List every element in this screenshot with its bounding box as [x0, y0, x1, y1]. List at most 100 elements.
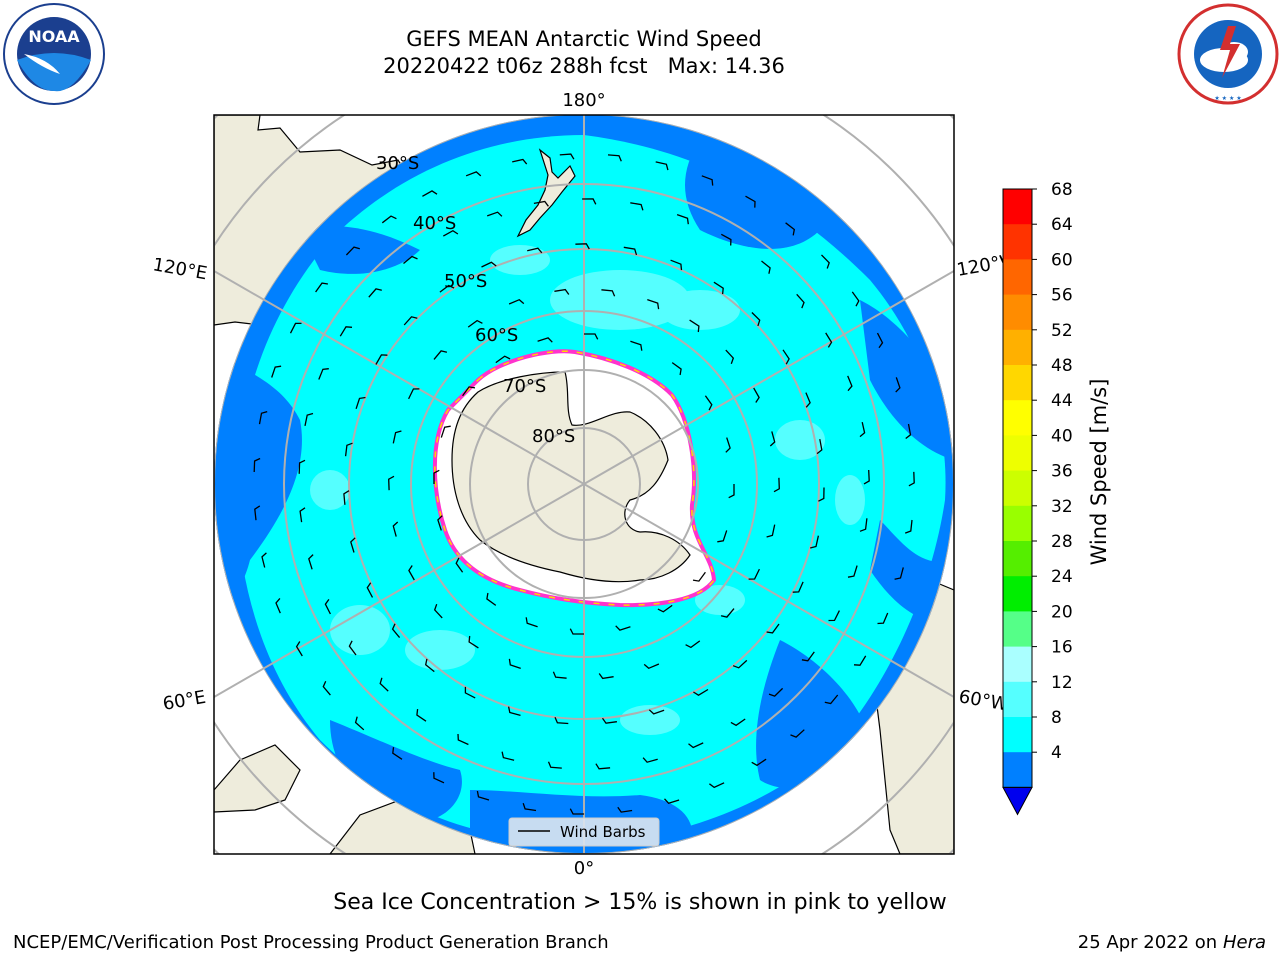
colorbar: 68 64 60 56 52 48 44 40 36 32 28 24 20 16 12 8 4 [1002, 180, 1073, 816]
wind-barb [847, 565, 858, 578]
wind-barb [732, 659, 748, 669]
wind-barb [339, 326, 353, 337]
wind-barb [322, 680, 331, 696]
wind-barb [433, 350, 448, 360]
colorbar-segment [1003, 505, 1032, 542]
wind-barb [375, 354, 388, 365]
wind-barb [350, 537, 356, 553]
wind-barb [261, 552, 267, 568]
colorbar-tick-label: 16 [1051, 638, 1073, 658]
wind-barb [258, 410, 268, 425]
wind-barb [704, 395, 713, 411]
wind-barb [324, 599, 331, 615]
wind-barb [537, 337, 553, 343]
wind-barb [801, 651, 815, 662]
sea-ice-caption: Sea Ice Concentration > 15% is shown in … [333, 890, 947, 915]
wind-barb [601, 289, 616, 297]
wind-barb [847, 375, 853, 392]
wind-barb [851, 291, 860, 307]
wind-barb [464, 686, 476, 699]
wind-barb [422, 190, 438, 197]
colorbar-tick-label: 12 [1051, 673, 1073, 693]
footer-host: Hera [1222, 932, 1266, 953]
wind-barb [766, 623, 780, 634]
wind-barb [617, 806, 633, 813]
footer-organization: NCEP/EMC/Verification Post Processing Pr… [13, 932, 609, 953]
wind-barb [647, 298, 660, 310]
colorbar-segment [1003, 541, 1032, 577]
colorbar-segment [1003, 646, 1032, 683]
wind-barb [751, 758, 767, 767]
wind-barb [769, 431, 776, 447]
colorbar-segment [1003, 365, 1032, 401]
wind-barb [689, 319, 700, 333]
wind-barb [709, 782, 725, 789]
colorbar-segment [1003, 470, 1032, 507]
colorbar-tick-label: 68 [1051, 180, 1073, 200]
wind-barb [693, 688, 709, 696]
wind-barb [554, 288, 570, 295]
colorbar-segment [1003, 717, 1032, 753]
wind-barb [439, 284, 455, 293]
wind-barb [692, 571, 706, 582]
wind-barb [476, 790, 490, 801]
lon-label-180: 180° [562, 90, 605, 111]
wind-barb [753, 387, 760, 403]
new-zealand-landmass [516, 148, 576, 238]
wind-barb [408, 388, 420, 400]
wind-barb [547, 761, 562, 769]
legend-label: Wind Barbs [560, 823, 646, 841]
wind-barb [805, 392, 811, 408]
wind-barb [569, 808, 585, 815]
wind-barb [554, 717, 569, 725]
wind-barb [440, 425, 451, 438]
wind-barb [457, 733, 469, 746]
wind-barb [345, 246, 360, 256]
wind-barb [304, 412, 314, 427]
lat-label-50s: 50°S [444, 271, 487, 292]
wind-barb [416, 709, 427, 722]
wind-barb [859, 421, 866, 438]
noaa-logo-icon: NOAA [3, 3, 105, 105]
wind-barb [315, 282, 328, 293]
wind-barb [433, 469, 440, 484]
wind-barb [796, 293, 805, 309]
wind-barb [877, 612, 889, 625]
wind-barb [810, 535, 820, 549]
wind-barb [343, 490, 350, 505]
wind-barb [730, 718, 746, 727]
colorbar-tick-label: 48 [1051, 356, 1073, 376]
colorbar-tick-label: 8 [1051, 708, 1062, 728]
wind-barb [785, 222, 796, 236]
wind-barb [437, 515, 443, 531]
wind-barb [773, 477, 780, 493]
wind-barb [895, 377, 901, 393]
wind-barb [676, 213, 689, 225]
wind-barb [688, 742, 704, 749]
wind-barb [368, 288, 382, 298]
svg-text:★ ★ ★ ★: ★ ★ ★ ★ [1214, 95, 1241, 102]
wind-barb [745, 195, 756, 208]
colorbar-segment [1003, 259, 1032, 296]
lon-label-60e: 60°E [161, 687, 207, 715]
wind-barb [701, 175, 714, 186]
wind-barb [366, 582, 374, 598]
wind-barb [403, 316, 418, 326]
lat-label-80s: 80°S [532, 426, 575, 447]
colorbar-tick-label: 24 [1051, 567, 1073, 587]
wind-barb [717, 530, 728, 543]
footer-date: 25 Apr 2022 on Hera [1078, 932, 1266, 953]
lon-label-0: 0° [574, 858, 594, 879]
wind-barb [824, 694, 839, 705]
colorbar-tick-label: 60 [1051, 250, 1073, 270]
colorbar-segment [1003, 294, 1032, 331]
wind-barb [782, 349, 790, 365]
wind-barb [725, 349, 735, 365]
lat-label-30s: 30°S [376, 153, 419, 174]
wind-barb [462, 386, 476, 397]
wind-barb [308, 554, 314, 570]
wind-barb [392, 430, 402, 444]
colorbar-segment [1003, 329, 1032, 366]
colorbar-segment [1003, 224, 1032, 260]
wind-barb [559, 153, 575, 160]
